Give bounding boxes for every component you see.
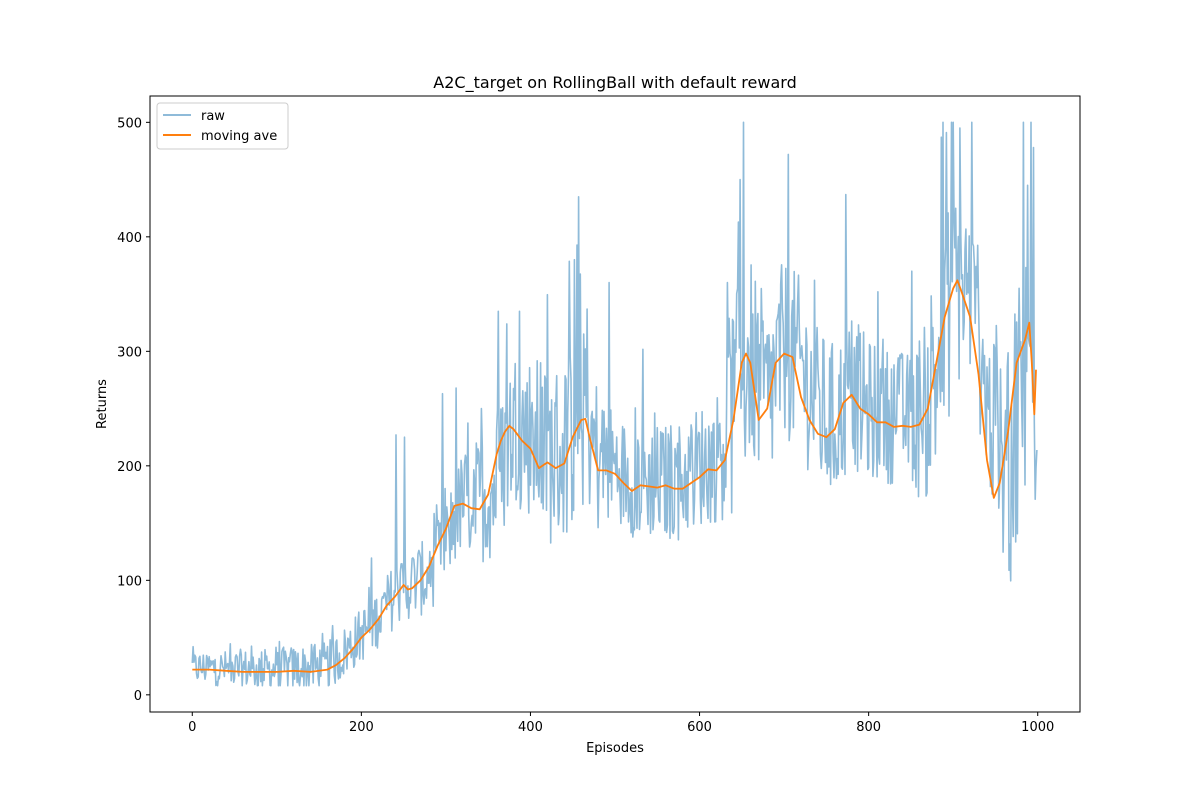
y-tick-label: 300 xyxy=(117,345,142,360)
moving-ave-series-line xyxy=(192,279,1037,673)
legend-moving-ave-label: moving ave xyxy=(201,129,277,144)
y-tick-label: 100 xyxy=(117,574,142,589)
x-tick-label: 600 xyxy=(687,720,712,735)
raw-series-line xyxy=(191,121,1038,687)
y-tick-label: 500 xyxy=(117,116,142,131)
y-tick-label: 0 xyxy=(134,689,142,704)
y-tick-label: 200 xyxy=(117,460,142,475)
x-tick-label: 1000 xyxy=(1021,720,1054,735)
chart-title: A2C_target on RollingBall with default r… xyxy=(433,73,796,93)
x-axis-ticks: 0 200 400 600 800 1000 xyxy=(188,712,1054,735)
x-tick-label: 0 xyxy=(188,720,196,735)
x-tick-label: 800 xyxy=(856,720,881,735)
y-axis-ticks: 0 100 200 300 400 500 xyxy=(117,116,150,704)
legend: raw moving ave xyxy=(156,102,289,150)
series-layer xyxy=(191,121,1038,687)
plot-frame xyxy=(149,95,1081,713)
y-axis-label: Returns xyxy=(95,379,110,429)
legend-raw-label: raw xyxy=(201,109,225,124)
y-tick-label: 400 xyxy=(117,231,142,246)
x-tick-label: 400 xyxy=(518,720,543,735)
x-axis-label: Episodes xyxy=(586,741,644,756)
x-tick-label: 200 xyxy=(349,720,374,735)
